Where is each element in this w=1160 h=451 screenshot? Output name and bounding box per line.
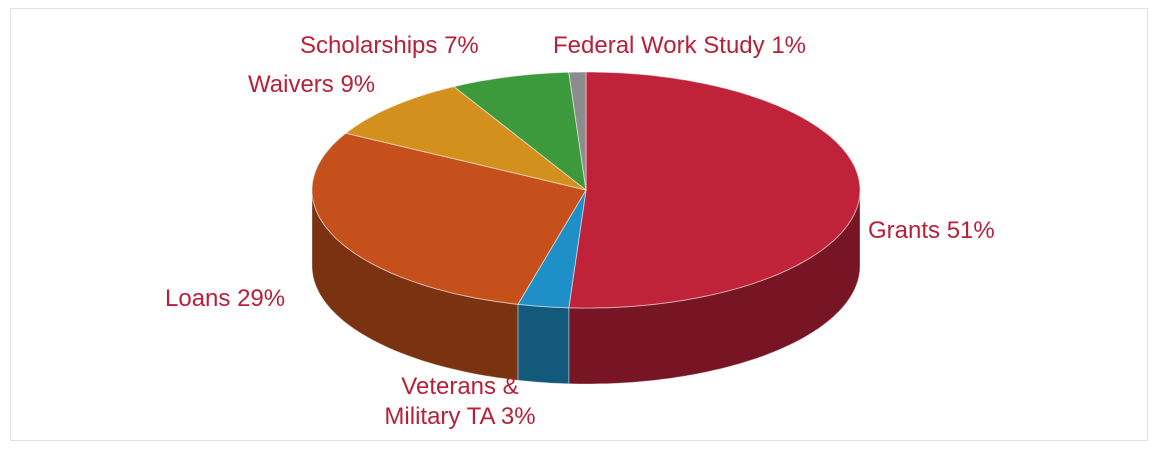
value-label: 3% (500, 403, 536, 430)
slice (568, 71, 861, 309)
slice-label: Grants 51% (868, 216, 995, 246)
value-label: 29% (237, 285, 286, 312)
slice (311, 132, 587, 305)
slice (344, 86, 587, 191)
category-label: Scholarships (300, 32, 438, 59)
value-label: 1% (771, 32, 806, 59)
category-label: Loans (165, 285, 231, 312)
slice-label: Scholarships 7% (300, 31, 479, 61)
category-label: Federal Work Study (553, 32, 765, 59)
category-label: Grants (868, 217, 941, 244)
slice-label: Waivers 9% (248, 70, 375, 100)
slice-label: Federal Work Study 1% (553, 31, 806, 61)
category-label: Veterans & Military TA (384, 373, 519, 430)
value-label: 9% (340, 71, 376, 98)
value-label: 7% (444, 32, 479, 59)
chart-frame (10, 8, 1148, 441)
slice-label: Veterans & Military TA 3% (365, 372, 555, 432)
category-label: Waivers (248, 71, 334, 98)
slice (568, 71, 587, 191)
slice (452, 71, 587, 192)
value-label: 51% (946, 217, 995, 244)
slice-label: Loans 29% (165, 284, 285, 314)
